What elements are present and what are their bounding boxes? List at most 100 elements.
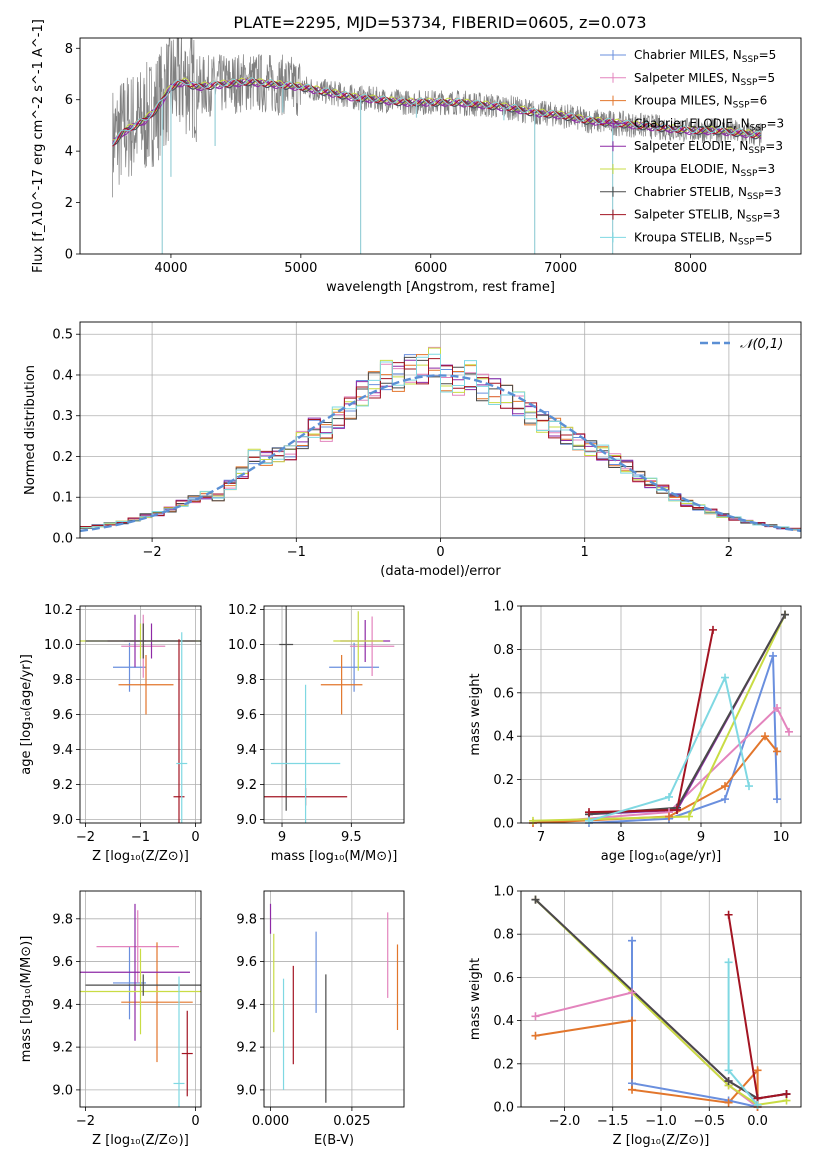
y-tick-label: 10.0	[44, 638, 73, 653]
model-line	[112, 79, 762, 146]
y-tick-label: 0.8	[493, 643, 514, 658]
x-tick-label: 2	[725, 545, 733, 560]
plot-area-spectrum	[112, 38, 763, 254]
legend-label: Kroupa MILES, NSSP=6	[634, 94, 767, 111]
plot-area-residuals	[80, 322, 801, 538]
plus-marker	[585, 808, 593, 817]
plot-area-mass-vs-Z	[80, 891, 201, 1107]
mass-weight-line	[588, 614, 786, 816]
legend-label: Chabrier MILES, NSSP=5	[634, 48, 776, 65]
y-tick-label: 2	[65, 196, 73, 211]
y-axis-label: age [log₁₀(age/yr)]	[19, 654, 34, 775]
y-tick-label: 9.8	[236, 673, 257, 688]
legend-subscript: SSP	[746, 215, 763, 225]
y-axis-label: mass weight	[468, 673, 483, 755]
x-tick-label: 10	[773, 830, 790, 845]
x-axis-label: Z [log₁₀(Z/Z⊙)]	[92, 849, 189, 864]
legend-label: Kroupa STELIB, NSSP=5	[634, 230, 772, 247]
legend-label: Salpeter ELODIE, NSSP=3	[634, 139, 783, 156]
y-tick-label: 0.2	[52, 450, 73, 465]
legend-label: Chabrier ELODIE, NSSP=3	[634, 116, 784, 133]
y-tick-label: 0.4	[493, 1014, 514, 1029]
y-tick-label: 9.0	[52, 813, 73, 828]
axes-frame	[79, 890, 202, 1108]
legend-count: =3	[766, 116, 784, 130]
axes-age-vs-Z: −2 −1 0 9.0 9.2 9.4 9.6 9.8 10.0 10.2 Z [log₁₀(Z/Z…	[19, 603, 202, 864]
y-tick-label: 9.4	[236, 743, 257, 758]
y-axis-label: Flux [f_λ10^-17 erg cm^-2 s^-1 A^-1]	[31, 19, 46, 273]
y-tick-label: 9.8	[52, 912, 73, 927]
axes-mass-weight-vs-age: 7 8 9 10 0.0 0.2 0.4 0.6 0.8 1.0 age [log₁₀(age/yr…	[468, 600, 802, 864]
plus-marker	[628, 1016, 637, 1025]
plus-marker	[628, 1085, 637, 1094]
y-tick-label: 9.4	[52, 743, 73, 758]
y-tick-label: 9.4	[52, 998, 73, 1013]
plus-marker	[753, 1066, 762, 1075]
mass-weight-line	[535, 991, 759, 1107]
x-tick-label: 9	[278, 830, 286, 845]
mass-weight-line	[532, 614, 786, 822]
y-tick-label: 0.0	[493, 817, 514, 832]
y-axis-label: Normed distribution	[23, 365, 38, 495]
axes-mass-vs-Z: −2 0 9.0 9.2 9.4 9.6 9.8 Z [log₁₀(Z/Z⊙)] mass [l…	[19, 890, 202, 1148]
gaussian-curve	[80, 374, 801, 533]
y-tick-label: 0.8	[493, 928, 514, 943]
plot-area-age-vs-Z	[80, 606, 201, 823]
x-tick-label: 8	[617, 830, 625, 845]
y-tick-label: 9.6	[52, 708, 73, 723]
legend-subscript: SSP	[748, 146, 765, 156]
x-tick-label: −2	[76, 830, 95, 845]
legend-count: =3	[763, 208, 781, 222]
legend-subscript: SSP	[738, 237, 755, 247]
y-tick-label: 9.6	[236, 955, 257, 970]
y-tick-label: 8	[65, 42, 73, 57]
y-tick-label: 0.0	[493, 1101, 514, 1116]
plus-marker	[724, 1066, 733, 1075]
legend-label: Kroupa ELODIE, NSSP=3	[634, 162, 775, 179]
y-axis-label: mass weight	[468, 958, 483, 1040]
x-tick-label: 0	[436, 545, 444, 560]
legend-subscript: SSP	[742, 55, 759, 65]
x-axis-label: E(B-V)	[314, 1133, 354, 1148]
x-tick-label: −2	[76, 1114, 95, 1129]
y-tick-label: 0.4	[493, 730, 514, 745]
y-tick-label: 0.2	[493, 1057, 514, 1072]
plus-marker	[585, 816, 593, 825]
y-tick-label: 0.6	[493, 971, 514, 986]
x-tick-label: −2.0	[549, 1114, 581, 1129]
y-tick-label: 0.0	[52, 532, 73, 547]
x-tick-label: −1.0	[645, 1114, 677, 1129]
y-tick-label: 9.2	[52, 778, 73, 793]
legend-subscript: SSP	[741, 78, 758, 88]
plus-marker	[773, 703, 781, 712]
y-tick-label: 6	[65, 93, 73, 108]
x-tick-label: 9	[697, 830, 705, 845]
axes-residuals: −2 −1 0 1 2 0.0 0.1 0.2 0.3 0.4 0.5 (data-model)/er…	[23, 321, 802, 579]
x-axis-label: Z [log₁₀(Z/Z⊙)]	[92, 1133, 189, 1148]
x-axis-label: wavelength [Angstrom, rest frame]	[326, 280, 555, 295]
x-tick-label: −0.5	[693, 1114, 725, 1129]
y-tick-label: 0.5	[52, 328, 73, 343]
plus-marker	[531, 1031, 540, 1040]
y-tick-label: 10.0	[228, 638, 257, 653]
plus-marker	[724, 1098, 733, 1107]
y-tick-label: 9.0	[236, 1083, 257, 1098]
plus-marker	[628, 936, 637, 945]
plus-marker	[724, 958, 733, 967]
y-tick-label: 9.6	[52, 955, 73, 970]
histogram-step	[80, 353, 801, 530]
legend-count: =3	[757, 162, 775, 176]
plus-marker	[773, 747, 781, 756]
y-tick-label: 9.0	[52, 1083, 73, 1098]
plus-marker	[628, 988, 637, 997]
x-tick-label: −2	[143, 545, 162, 560]
plus-marker	[529, 816, 537, 825]
y-tick-label: 0.6	[493, 686, 514, 701]
x-tick-label: 0.0	[747, 1114, 768, 1129]
mass-weight-line	[588, 629, 714, 814]
x-tick-label: 0.025	[333, 1114, 370, 1129]
plus-marker	[531, 1012, 540, 1021]
y-tick-label: 0	[65, 248, 73, 263]
axes-frame	[79, 605, 202, 824]
